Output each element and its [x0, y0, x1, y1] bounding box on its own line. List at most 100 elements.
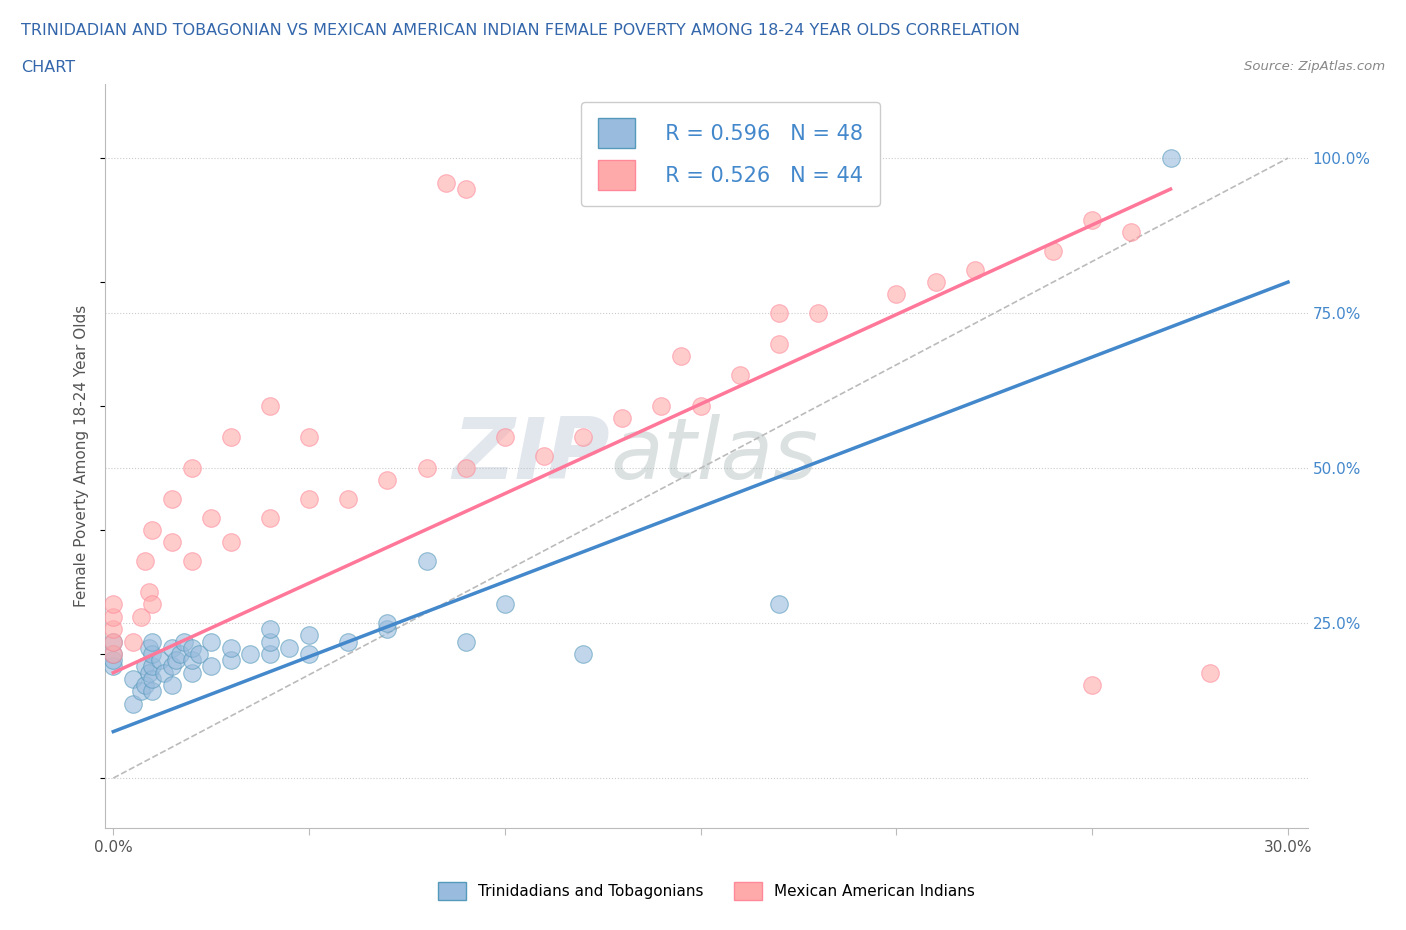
Point: [1198, 665, 1220, 680]
Point: [494, 430, 516, 445]
Point: [141, 684, 163, 698]
Point: [180, 665, 202, 680]
Point: [298, 646, 321, 661]
Point: [1160, 151, 1182, 166]
Point: [454, 181, 477, 196]
Point: [689, 399, 711, 414]
Point: [180, 553, 202, 568]
Legend: Trinidadians and Tobagonians, Mexican American Indians: Trinidadians and Tobagonians, Mexican Am…: [432, 876, 981, 906]
Point: [129, 684, 152, 698]
Point: [134, 659, 156, 674]
Point: [103, 634, 125, 649]
Point: [121, 634, 143, 649]
Point: [160, 678, 183, 693]
Y-axis label: Female Poverty Among 18-24 Year Olds: Female Poverty Among 18-24 Year Olds: [75, 304, 90, 606]
Point: [141, 523, 163, 538]
Point: [572, 646, 595, 661]
Point: [180, 460, 202, 475]
Point: [1121, 225, 1143, 240]
Point: [129, 609, 152, 624]
Point: [768, 597, 790, 612]
Point: [1042, 244, 1064, 259]
Point: [768, 306, 790, 321]
Point: [533, 448, 555, 463]
Point: [141, 646, 163, 661]
Point: [886, 287, 908, 302]
Point: [377, 616, 399, 631]
Point: [259, 646, 281, 661]
Point: [415, 553, 437, 568]
Text: ZIP: ZIP: [453, 414, 610, 498]
Point: [165, 653, 187, 668]
Point: [377, 473, 399, 488]
Point: [298, 628, 321, 643]
Point: [160, 535, 183, 550]
Point: [138, 665, 160, 680]
Point: [160, 641, 183, 656]
Point: [454, 634, 477, 649]
Text: TRINIDADIAN AND TOBAGONIAN VS MEXICAN AMERICAN INDIAN FEMALE POVERTY AMONG 18-24: TRINIDADIAN AND TOBAGONIAN VS MEXICAN AM…: [21, 23, 1019, 38]
Point: [141, 597, 163, 612]
Point: [180, 653, 202, 668]
Point: [494, 597, 516, 612]
Point: [169, 646, 191, 661]
Point: [259, 511, 281, 525]
Point: [103, 609, 125, 624]
Point: [103, 659, 125, 674]
Point: [807, 306, 830, 321]
Point: [173, 634, 195, 649]
Point: [121, 697, 143, 711]
Point: [337, 492, 360, 507]
Point: [160, 492, 183, 507]
Point: [259, 622, 281, 637]
Point: [134, 678, 156, 693]
Point: [149, 653, 172, 668]
Point: [1081, 678, 1104, 693]
Point: [103, 646, 125, 661]
Point: [200, 659, 222, 674]
Point: [298, 492, 321, 507]
Point: [219, 641, 242, 656]
Point: [337, 634, 360, 649]
Point: [103, 622, 125, 637]
Point: [572, 430, 595, 445]
Point: [650, 399, 672, 414]
Point: [121, 671, 143, 686]
Point: [134, 553, 156, 568]
Text: atlas: atlas: [610, 414, 818, 498]
Point: [728, 367, 751, 382]
Point: [454, 460, 477, 475]
Point: [259, 399, 281, 414]
Point: [259, 634, 281, 649]
Point: [103, 597, 125, 612]
Text: Source: ZipAtlas.com: Source: ZipAtlas.com: [1244, 60, 1385, 73]
Point: [963, 262, 986, 277]
Point: [141, 659, 163, 674]
Point: [141, 634, 163, 649]
Point: [239, 646, 262, 661]
Point: [219, 653, 242, 668]
Point: [180, 641, 202, 656]
Point: [141, 671, 163, 686]
Point: [219, 430, 242, 445]
Point: [669, 349, 692, 364]
Point: [768, 337, 790, 352]
Point: [612, 411, 634, 426]
Point: [377, 622, 399, 637]
Point: [138, 641, 160, 656]
Point: [415, 460, 437, 475]
Point: [298, 430, 321, 445]
Point: [103, 634, 125, 649]
Point: [160, 659, 183, 674]
Point: [103, 646, 125, 661]
Point: [138, 585, 160, 600]
Point: [434, 176, 457, 191]
Point: [1081, 213, 1104, 228]
Text: CHART: CHART: [21, 60, 75, 75]
Point: [278, 641, 301, 656]
Point: [924, 274, 946, 289]
Point: [219, 535, 242, 550]
Point: [188, 646, 211, 661]
Point: [200, 634, 222, 649]
Point: [103, 653, 125, 668]
